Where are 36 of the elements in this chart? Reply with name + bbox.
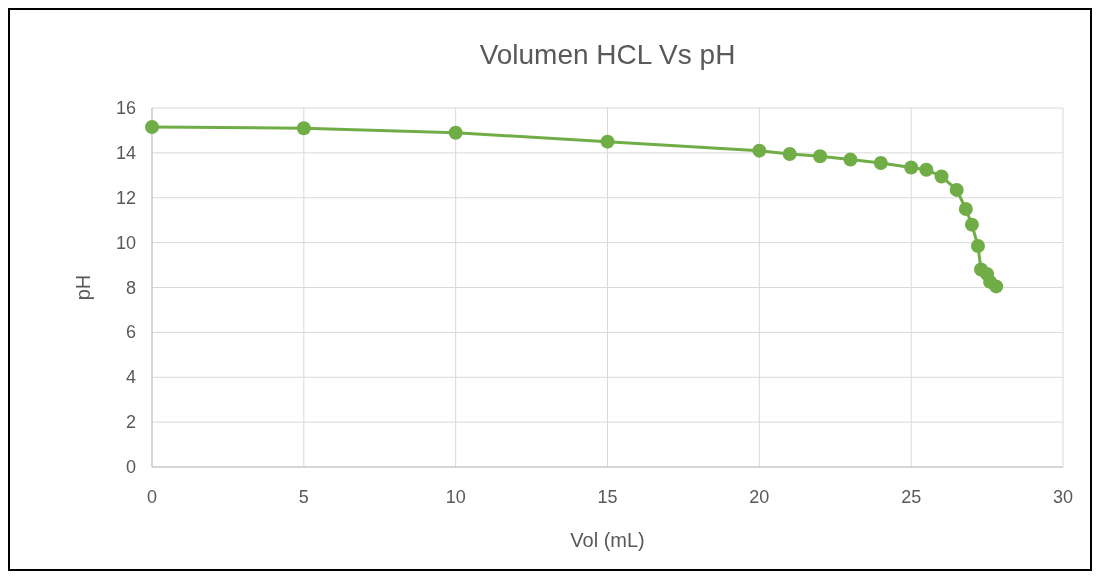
point [964,217,979,232]
x-tick-label: 15 [597,487,618,507]
point [970,238,985,253]
point [600,134,615,149]
chart-title: Volumen HCL Vs pH [479,39,736,70]
point [949,182,964,197]
y-tick-label: 0 [125,457,136,477]
y-tick-label: 10 [115,232,136,253]
point [934,169,949,184]
point [919,162,934,177]
point [752,143,767,158]
y-tick-label: 14 [115,142,136,163]
point [813,149,828,164]
point [296,121,311,136]
point [782,147,797,161]
x-tick-label: 0 [146,487,158,507]
point [873,155,888,170]
y-tick-label: 6 [125,322,136,343]
y-tick-label: 16 [115,98,136,118]
point [843,152,858,167]
point [958,201,973,216]
x-tick-label: 20 [749,487,770,507]
x-tick-label: 10 [445,487,466,507]
point [448,125,463,140]
x-tick-label: 25 [901,487,922,507]
y-tick-label: 12 [115,187,136,208]
y-tick-label: 2 [125,412,136,433]
point [904,160,919,175]
x-axis-title: Vol (mL) [570,529,645,551]
x-tick-label: 5 [298,487,309,507]
x-tick-label: 30 [1052,487,1074,507]
y-tick-label: 8 [125,277,136,298]
y-tick-label: 4 [125,367,136,388]
point [145,120,159,135]
y-axis-title: pH [72,274,94,301]
point [989,279,1004,294]
